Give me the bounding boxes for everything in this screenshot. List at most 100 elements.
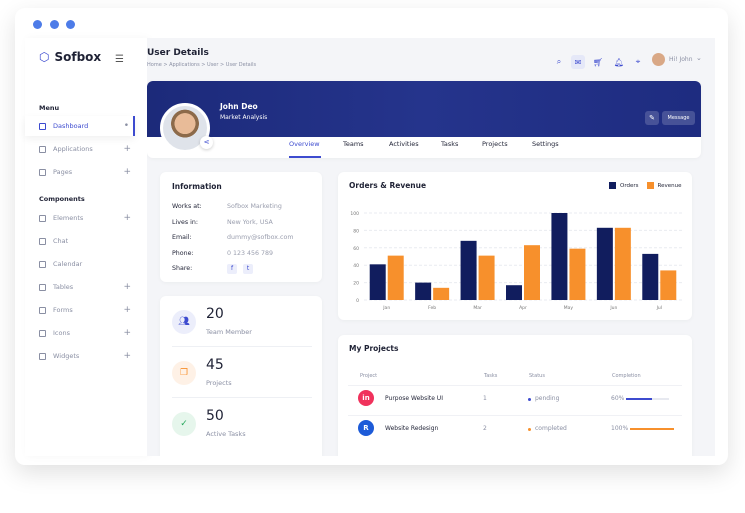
x-tick-label: Jul [656, 305, 662, 311]
sidebar-item-chat[interactable]: Chat [25, 231, 135, 251]
user-avatar[interactable] [652, 53, 665, 66]
chart-legend: Orders Revenue [609, 182, 681, 189]
sidebar-item-tables[interactable]: Tables + [25, 277, 135, 297]
x-tick-label: Jun [609, 305, 617, 311]
sidebar-item-widgets[interactable]: Widgets + [25, 346, 135, 366]
sidebar-item-label: Forms [53, 306, 73, 314]
tab-teams[interactable]: Teams [343, 140, 364, 148]
bell-icon[interactable]: 🔔︎ [613, 57, 625, 67]
mail-icon[interactable]: ✉ [571, 55, 585, 69]
status-dot [528, 398, 531, 401]
logo-icon: ⬡ [39, 50, 50, 64]
y-tick-label: 20 [353, 281, 359, 287]
sidebar-item-label: Calendar [53, 260, 83, 268]
project-status: pending [535, 395, 560, 402]
progress-fill [630, 428, 674, 430]
sidebar-item-calendar[interactable]: Calendar [25, 254, 135, 274]
x-tick-label: Jan [382, 305, 390, 311]
project-completion: 100% [611, 425, 629, 432]
chart-card: Orders & Revenue Orders Revenue 0 20 40 60 8… [338, 172, 692, 320]
sidebar-item-elements[interactable]: Elements + [25, 208, 135, 228]
bar-orders [460, 240, 477, 300]
share-icon[interactable]: ⋖ [200, 136, 213, 149]
sidebar-item-label: Widgets [53, 352, 80, 360]
profile-name: John Deo [220, 102, 258, 111]
legend-swatch-revenue [646, 182, 654, 189]
main-content: User Details Home > Applications > User … [147, 38, 715, 456]
user-greeting[interactable]: Hi! John [669, 56, 693, 63]
expand-icon: + [123, 167, 131, 177]
y-tick-label: 60 [353, 246, 359, 252]
stat-label: Active Tasks [206, 430, 246, 438]
form-icon [39, 306, 46, 314]
icons-icon [39, 329, 46, 337]
facebook-share-icon[interactable]: f [227, 264, 237, 274]
sidebar-item-icons[interactable]: Icons + [25, 323, 135, 343]
edit-button[interactable]: ✎ [645, 111, 659, 125]
project-name[interactable]: Purpose Website UI [385, 395, 443, 402]
info-value: Sofbox Marketing [227, 203, 282, 210]
expand-icon: + [123, 282, 131, 292]
sidebar-item-forms[interactable]: Forms + [25, 300, 135, 320]
project-name[interactable]: Website Redesign [385, 425, 439, 432]
information-card: Information Works at: Sofbox Marketing Liv… [160, 172, 322, 282]
logo-text: in [362, 394, 370, 402]
column-header: Project [360, 373, 378, 379]
breadcrumb[interactable]: Home > Applications > User > User Detail… [147, 62, 257, 68]
expand-icon: + [123, 351, 131, 361]
tab-settings[interactable]: Settings [532, 140, 559, 148]
legend-orders: Orders [620, 182, 639, 189]
tab-tasks[interactable]: Tasks [441, 140, 458, 148]
expand-icon: + [123, 328, 131, 338]
tab-overview[interactable]: Overview [289, 140, 320, 148]
x-tick-label: May [564, 305, 574, 311]
tab-label: Settings [532, 140, 559, 148]
crosshair-icon[interactable]: ⌖ [635, 57, 641, 66]
copy-icon: ❐ [172, 361, 196, 385]
clipboard-icon [39, 145, 46, 153]
tab-activities[interactable]: Activities [389, 140, 419, 148]
widget-icon [39, 352, 46, 360]
info-label: Email: [172, 234, 192, 241]
components-heading: Components [39, 195, 85, 203]
legend-swatch-orders [609, 182, 616, 189]
search-icon[interactable]: ⌕ [556, 57, 562, 66]
tab-label: Tasks [441, 140, 459, 148]
sidebar: ⬡ Sofbox ☰ Menu Components Dashboard • Appl… [25, 38, 147, 456]
stat-value: 20 [206, 306, 224, 322]
tab-projects[interactable]: Projects [482, 140, 508, 148]
logo[interactable]: ⬡ Sofbox [39, 50, 101, 64]
chevron-down-icon[interactable]: ⌄ [696, 54, 702, 62]
bar-orders [506, 285, 522, 300]
app-name: Sofbox [54, 50, 102, 64]
divider [348, 385, 682, 386]
tab-label: Teams [343, 140, 364, 148]
expand-icon: • [123, 121, 129, 131]
tab-label: Overview [289, 140, 320, 148]
bar-revenue [614, 227, 631, 300]
twitter-share-icon[interactable]: t [243, 264, 253, 274]
bar-revenue [478, 255, 495, 300]
stat-label: Team Member [206, 328, 252, 336]
window-dot [33, 20, 42, 29]
sidebar-item-label: Tables [53, 283, 74, 291]
progress-bar [630, 428, 674, 430]
menu-toggle-icon[interactable]: ☰ [115, 54, 124, 65]
sidebar-item-pages[interactable]: Pages + [25, 162, 135, 182]
stat-value: 50 [206, 408, 224, 424]
bar-revenue [433, 287, 450, 300]
menu-heading: Menu [39, 104, 60, 112]
project-tasks: 1 [483, 395, 487, 402]
cart-icon[interactable]: 🛒︎ [592, 57, 604, 67]
project-logo: R [358, 420, 374, 436]
message-button[interactable]: Message [662, 111, 695, 125]
project-status: completed [535, 425, 567, 432]
sidebar-item-label: Applications [53, 145, 93, 153]
sidebar-item-applications[interactable]: Applications + [25, 139, 135, 159]
sidebar-item-dashboard[interactable]: Dashboard • [25, 116, 135, 136]
profile-banner [147, 81, 701, 137]
table-icon [39, 283, 46, 291]
pages-icon [39, 168, 46, 176]
expand-icon: + [123, 213, 131, 223]
check-icon: ✓ [172, 412, 196, 436]
